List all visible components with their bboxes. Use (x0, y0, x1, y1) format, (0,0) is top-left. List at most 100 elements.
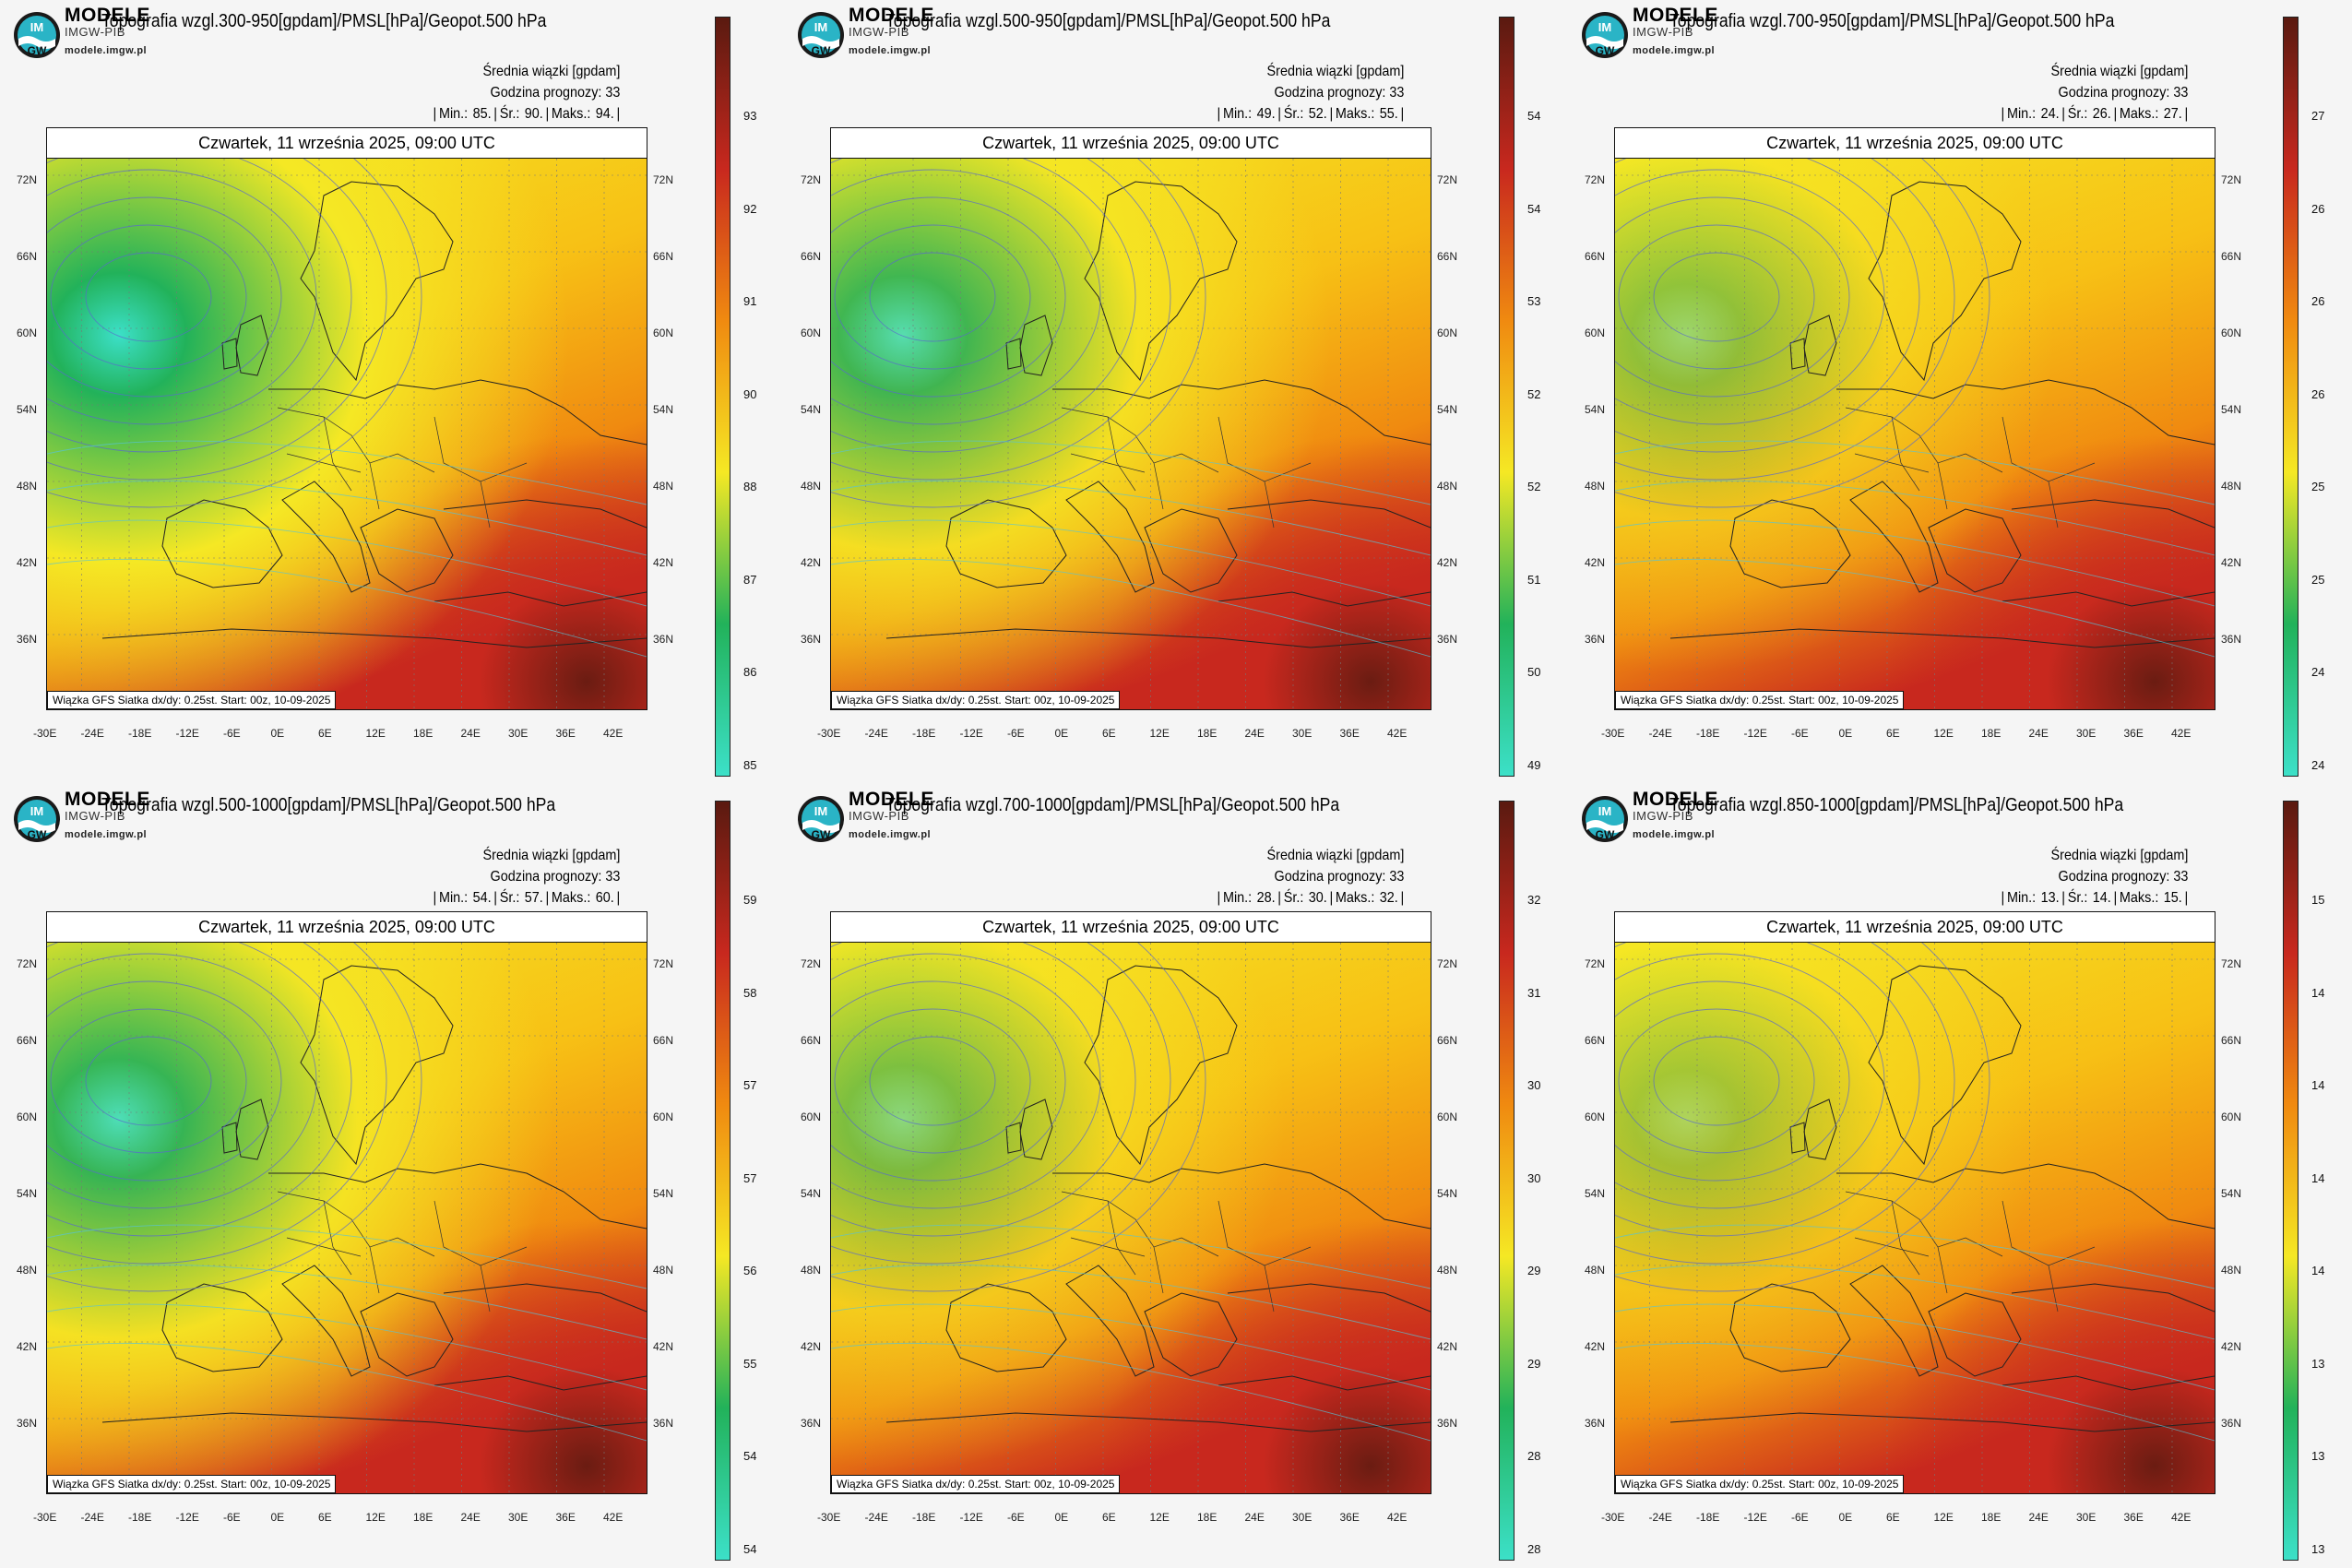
lat-label: 72N (2221, 173, 2242, 186)
lon-label: -6E (223, 727, 241, 740)
lon-label: -6E (1791, 727, 1809, 740)
lon-label: 42E (1387, 727, 1408, 740)
lat-label: 72N (1437, 957, 1458, 970)
lat-label: 66N (1585, 250, 1606, 263)
geopotential-line (831, 558, 1431, 658)
geopotential-line (1615, 1303, 2215, 1391)
mean-label: Śr.: (1283, 890, 1304, 906)
logo-text-1: IM (814, 20, 827, 34)
lat-label: 36N (801, 1417, 822, 1430)
lat-label: 66N (801, 1034, 822, 1047)
lon-label: 18E (1981, 727, 2002, 740)
colorbar-tick-label: 13 (2311, 1541, 2325, 1556)
lat-label: 36N (1437, 633, 1458, 646)
mean-label: Śr.: (499, 106, 520, 122)
map-area: Czwartek, 11 września 2025, 09:00 UTC Wi… (830, 127, 1431, 710)
brand-url[interactable]: modele.imgw.pl (65, 829, 148, 840)
geopotential-line (831, 1342, 1431, 1442)
geopotential-line (1615, 1342, 2215, 1442)
coastline (885, 965, 1431, 1432)
colorbar-tick-label: 54 (743, 1449, 757, 1463)
lat-label: 54N (653, 403, 674, 416)
min-value: 24. (2040, 106, 2060, 122)
lat-label: 66N (1585, 1034, 1606, 1047)
brand-url[interactable]: modele.imgw.pl (849, 45, 932, 56)
min-value: 85. (472, 106, 492, 122)
map-canvas (1615, 159, 2215, 709)
field-low (47, 159, 647, 709)
panel-title: Topografia wzgl.500-950[gpdam]/PMSL[hPa]… (885, 11, 1330, 32)
isobar (47, 943, 422, 1292)
geopotential-line (831, 1303, 1431, 1391)
isobar (1615, 953, 1885, 1209)
lon-label: -24E (864, 1511, 888, 1524)
lat-label: 60N (801, 327, 822, 339)
footnote: Wiązka GFS Siatka dx/dy: 0.25st. Start: … (831, 691, 1121, 709)
lat-label: 60N (653, 327, 674, 339)
lat-label: 54N (2221, 403, 2242, 416)
geopotential-line (1615, 558, 2215, 658)
map-canvas (1615, 943, 2215, 1493)
brand-block: MODELE IMGW-PIB modele.imgw.pl (1633, 790, 1718, 843)
brand-url[interactable]: modele.imgw.pl (1633, 45, 1716, 56)
geopotential-line (1615, 440, 2215, 505)
lat-label: 72N (17, 957, 38, 970)
lat-label: 66N (653, 250, 674, 263)
panel-title-main: Topografia wzgl.700-1000 (885, 795, 1072, 815)
lat-label: 36N (17, 1417, 38, 1430)
lon-label: 36E (2123, 727, 2144, 740)
footnote: Wiązka GFS Siatka dx/dy: 0.25st. Start: … (831, 1475, 1121, 1493)
colorbar-tick-label: 26 (2311, 294, 2325, 308)
brand-url[interactable]: modele.imgw.pl (1633, 829, 1716, 840)
colorbar-tick-label: 57 (743, 1170, 757, 1185)
isobar (47, 980, 282, 1182)
lat-label: 72N (653, 173, 674, 186)
meta-block: Średnia wiązki [gpdam] Godzina prognozy:… (2050, 845, 2188, 887)
geopotential-line (831, 1224, 1431, 1289)
lat-label: 48N (17, 1264, 38, 1277)
lat-label: 72N (801, 173, 822, 186)
lon-label: 6E (318, 1511, 332, 1524)
lon-label: 0E (270, 727, 285, 740)
max-label: Maks.: (2119, 106, 2159, 122)
colorbar-tick-label: 51 (1527, 572, 1541, 587)
lon-label: -30E (33, 1511, 57, 1524)
max-label: Maks.: (2119, 890, 2159, 906)
isobar (1615, 943, 1990, 1292)
lat-label: 42N (801, 1340, 822, 1353)
panel-title-main: Topografia wzgl.500-950 (885, 11, 1063, 31)
colorbar-tick-label: 29 (1527, 1264, 1541, 1277)
lat-label: 66N (2221, 250, 2242, 263)
colorbar (715, 17, 731, 777)
max-label: Maks.: (551, 106, 591, 122)
isobar (831, 943, 1171, 1265)
lat-label: 60N (17, 1111, 38, 1123)
lon-label: -18E (128, 727, 152, 740)
isobar (831, 169, 1101, 425)
ensemble-label: Średnia wiązki [gpdam] (482, 64, 620, 79)
lon-label: 36E (1339, 1511, 1360, 1524)
lon-label: 6E (1102, 727, 1116, 740)
coastline (885, 181, 1431, 648)
brand-url[interactable]: modele.imgw.pl (65, 45, 148, 56)
map-area: Czwartek, 11 września 2025, 09:00 UTC Wi… (1614, 911, 2215, 1494)
colorbar (2283, 17, 2299, 777)
colorbar-tick-label: 28 (1527, 1541, 1541, 1556)
lat-label: 48N (1437, 480, 1458, 493)
colorbar-tick-label: 24 (2311, 757, 2325, 772)
isobar (47, 943, 352, 1237)
brand-url[interactable]: modele.imgw.pl (849, 829, 932, 840)
panel-title-suffix: [gpdam]/PMSL[hPa]/Geopot.500 hPa (278, 11, 547, 31)
isobar (1615, 159, 1920, 453)
lon-label: -30E (817, 727, 841, 740)
brand-sub: IMGW-PIB (65, 25, 125, 39)
lon-label: 12E (1933, 727, 1954, 740)
imgw-logo-icon: IM GW (798, 12, 844, 58)
lat-label: 42N (17, 1340, 38, 1353)
lon-label: 0E (1054, 1511, 1069, 1524)
map-canvas (831, 159, 1431, 709)
map-panel-2: IM GW MODELE IMGW-PIB modele.imgw.pl Top… (784, 0, 1568, 784)
lat-label: 72N (1585, 957, 1606, 970)
stats-line: | Min.: 85. | Śr.: 90. | Maks.: 94. | (433, 106, 620, 122)
brand-block: MODELE IMGW-PIB modele.imgw.pl (849, 790, 934, 843)
